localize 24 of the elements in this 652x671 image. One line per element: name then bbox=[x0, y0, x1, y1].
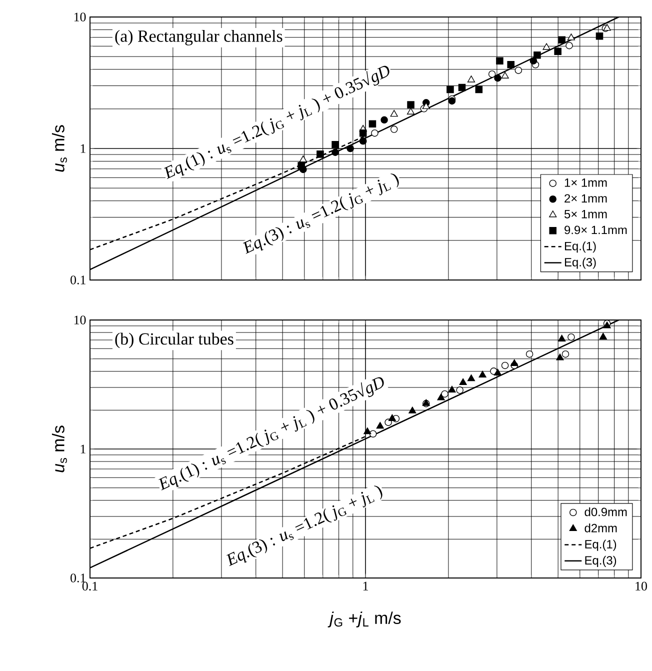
legend-label: Eq.(1) bbox=[564, 242, 596, 253]
y-axis-title: u$_{s}$ m/s bbox=[52, 125, 67, 172]
legend-label: 5× 1mm bbox=[564, 210, 607, 218]
legend-label: 1× 1mm bbox=[564, 178, 607, 187]
legend-label: Eq.(3) bbox=[585, 556, 616, 567]
y-tick-label: 0.1 bbox=[70, 574, 86, 582]
legend-label: d2mm bbox=[584, 524, 617, 532]
legend-label: 2× 1mm bbox=[564, 194, 607, 203]
text: (b) Circular tubes bbox=[115, 332, 234, 348]
text: Eq.(3) : u$_{s}$ =1.2( j$_{G}$ + j$_{L}$ ) bbox=[226, 486, 382, 566]
text: (a) Rectangular channels bbox=[115, 30, 282, 46]
legend-label: Eq.(3) bbox=[564, 258, 596, 269]
y-tick-label: 10 bbox=[74, 316, 86, 324]
y-tick-label: 1 bbox=[80, 444, 86, 454]
x-tick-label: 1 bbox=[363, 582, 368, 590]
legend-label: Eq.(1) bbox=[585, 540, 616, 551]
legend-label: d0.9mm bbox=[584, 507, 627, 516]
y-axis-title: u$_{s}$ m/s bbox=[52, 426, 67, 472]
x-axis-title: j$_{G}$ +j$_{L}$ m/s bbox=[328, 612, 401, 628]
x-tick-label: 10 bbox=[636, 582, 647, 591]
y-tick-label: 0.1 bbox=[70, 276, 86, 284]
legend-label: 9.9× 1.1mm bbox=[564, 226, 627, 234]
y-tick-label: 10 bbox=[74, 12, 86, 22]
y-tick-label: 1 bbox=[80, 144, 86, 153]
